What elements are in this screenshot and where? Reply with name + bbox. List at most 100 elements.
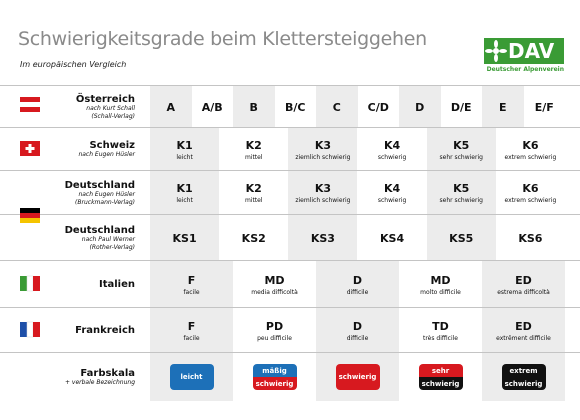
grade: A [166, 100, 175, 114]
grade: KS3 [310, 231, 335, 245]
grade-cell: E/F [523, 86, 565, 128]
row-name: Farbskala [80, 367, 135, 379]
grade-cell: D/E [440, 86, 482, 128]
grade: KS2 [241, 231, 266, 245]
row-name: Deutschland [64, 179, 135, 191]
grade-text: peu difficile [257, 334, 292, 342]
grade: MD [264, 273, 285, 287]
grade: K5 [453, 182, 470, 195]
grade-text: ziemlich schwierig [295, 153, 351, 161]
badge-text: schwierig [418, 377, 463, 390]
badge-text: schwierig [252, 377, 297, 390]
logo-text: DAV [508, 39, 555, 63]
grade: E/F [534, 100, 554, 114]
grade-text: difficile [346, 334, 369, 342]
row-name: Schweiz [89, 140, 135, 151]
grade-cell: E [482, 86, 524, 128]
grade: K2 [245, 182, 262, 195]
row-note: nach Kurt Schall [86, 104, 135, 112]
title: Schwierigkeitsgrade beim Klettersteiggeh… [18, 28, 427, 50]
grade: D [352, 273, 363, 287]
grade-text: extrem schwierig [504, 153, 557, 161]
grade-cell: D [399, 86, 441, 128]
grade-cell: K3 ziemlich schwierig [288, 171, 358, 215]
row-note: (Schall-Verlag) [91, 112, 135, 120]
grade-cell: extrem schwierig [482, 353, 565, 401]
grade-cell: K4 schwierig [357, 171, 427, 215]
grade: K3 [314, 182, 331, 195]
table-row: Deutschland nach Eugen Hüsler (Bruckmann-V… [0, 170, 580, 215]
grade-cell: KS1 [150, 215, 220, 261]
subtitle: Im europäischen Vergleich [20, 60, 127, 69]
grade: K1 [176, 182, 193, 195]
row-label: Schweiz nach Eugen Hüsler [78, 128, 135, 171]
row-note: (Rother-Verlag) [89, 243, 136, 251]
grade-cell: MD molto difficile [399, 261, 482, 308]
grade: C [332, 100, 341, 114]
row-label: Italien [99, 261, 135, 308]
grade-text: schwierig [377, 197, 407, 204]
badge-text: mäßig [252, 364, 297, 377]
badge-text: leicht [169, 364, 214, 390]
grade: ED [515, 319, 532, 333]
grade-cell: KS4 [357, 215, 427, 261]
grade-cell: K1 leicht [150, 171, 220, 215]
badge-text: schwierig [335, 364, 380, 390]
grade: PD [265, 319, 284, 333]
row-note: nach Eugen Hüsler [78, 190, 135, 198]
color-badge: sehr schwierig [418, 364, 463, 390]
grade-cell: schwierig [316, 353, 399, 401]
table-row: Deutschland nach Paul Werner (Rother-Verla… [0, 214, 580, 261]
grade: K4 [383, 138, 401, 152]
grade-text: sehr schwierig [439, 153, 483, 161]
color-badge: extrem schwierig [501, 364, 546, 390]
grade-text: molto difficile [420, 288, 461, 296]
grade-cell: leicht [150, 353, 233, 401]
grade: K2 [245, 138, 262, 152]
grade-text: leicht [176, 153, 193, 161]
grade-cell: K3 ziemlich schwierig [288, 128, 358, 171]
grade: K3 [314, 138, 331, 152]
grade-cell: KS6 [495, 215, 565, 261]
grade-cell: K6 extrem schwierig [495, 171, 565, 215]
grade-cell: KS2 [219, 215, 289, 261]
grade: D/E [450, 100, 472, 114]
row-note: + verbale Bezeichnung [64, 378, 135, 386]
grade-cell: KS5 [426, 215, 496, 261]
grade: K5 [453, 138, 470, 152]
grade: K4 [383, 182, 401, 195]
row-name: Italien [98, 279, 135, 290]
grade-cell: K6 extrem schwierig [495, 128, 565, 171]
grade-cell: K5 sehr schwierig [426, 128, 496, 171]
grade: K6 [522, 182, 539, 195]
grade: D [352, 319, 363, 333]
logo: DAV [484, 38, 564, 64]
row-label: Österreich nach Kurt Schall (Schall-Verlag… [76, 86, 135, 128]
grade: KS5 [449, 231, 474, 245]
grade-text: facile [183, 288, 200, 296]
grade-cell: MD media difficoltà [233, 261, 316, 308]
grade: MD [430, 273, 451, 287]
row-name: Österreich [75, 93, 135, 105]
grade-text: ziemlich schwierig [295, 197, 351, 204]
grade-cell: B [233, 86, 275, 128]
grade-cell: C [316, 86, 358, 128]
grade: KS6 [518, 231, 543, 245]
color-badge: leicht [169, 364, 214, 390]
grade-text: media difficoltà [251, 288, 298, 296]
row-name: Frankreich [75, 325, 135, 336]
row-name: Deutschland [64, 224, 135, 236]
grade-cell: sehr schwierig [399, 353, 482, 401]
grade-text: facile [183, 334, 200, 342]
grade: D [415, 100, 425, 114]
grade-text: sehr schwierig [439, 197, 483, 204]
row-label: Deutschland nach Eugen Hüsler (Bruckmann-V… [65, 171, 135, 215]
grade-text: mittel [244, 197, 263, 204]
logo-icon [485, 40, 507, 62]
grade-cell: B/C [274, 86, 316, 128]
